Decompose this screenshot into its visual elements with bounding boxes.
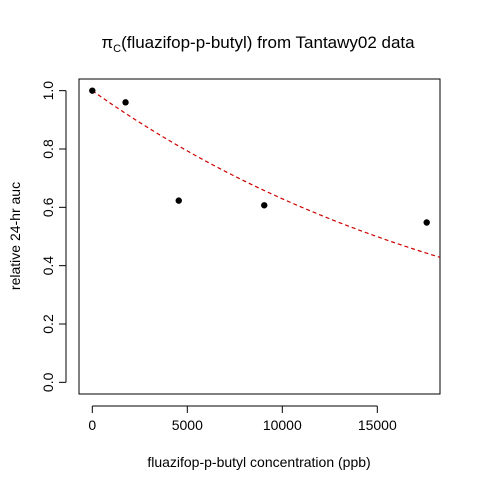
y-tick-label: 0.6: [40, 197, 56, 217]
y-axis-label: relative 24-hr auc: [7, 182, 23, 290]
fit-curve-line: [91, 90, 441, 258]
x-tick-label: 15000: [358, 417, 397, 433]
chart-title: πC(fluazifop-p-butyl) from Tantawy02 dat…: [101, 33, 415, 55]
data-point: [122, 99, 129, 106]
y-tick-label: 0.8: [40, 139, 56, 159]
y-axis: 0.0 0.2 0.4 0.6 0.8 1.0: [40, 81, 67, 392]
y-tick-label: 0.4: [40, 256, 56, 276]
chart-title-rest: (fluazifop-p-butyl) from Tantawy02 data: [121, 33, 415, 52]
plot-frame: [78, 78, 441, 395]
x-tick-label: 5000: [172, 417, 203, 433]
x-tick-label: 10000: [263, 417, 302, 433]
x-axis: 0 5000 10000 15000: [88, 405, 397, 433]
y-tick-label: 0.2: [40, 314, 56, 334]
data-point: [423, 219, 430, 226]
x-tick-label: 0: [88, 417, 96, 433]
chart-title-subscript: C: [113, 43, 121, 55]
data-point: [175, 197, 182, 204]
y-tick-label: 0.0: [40, 372, 56, 392]
data-points-layer: [89, 87, 430, 226]
y-tick-label: 1.0: [40, 81, 56, 101]
fit-curve-layer: [91, 90, 441, 258]
chart-title-symbol: π: [101, 33, 113, 52]
x-axis-label: fluazifop-p-butyl concentration (ppb): [147, 454, 370, 470]
data-point: [261, 202, 268, 209]
data-point: [89, 87, 96, 94]
